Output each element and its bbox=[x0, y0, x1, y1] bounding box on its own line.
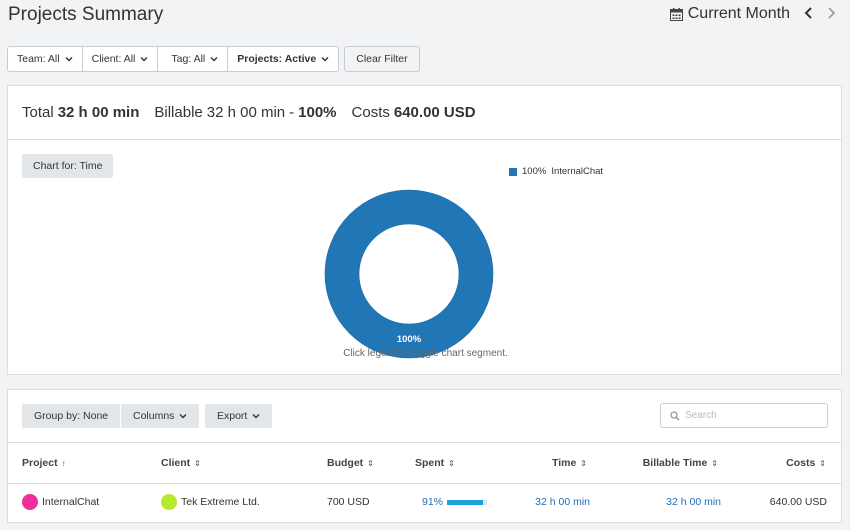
client-name: Tek Extreme Ltd. bbox=[181, 496, 260, 508]
column-header-time[interactable]: Time ⇕ bbox=[552, 457, 587, 469]
chart-for-button[interactable]: Chart for: Time bbox=[22, 154, 114, 178]
filter-bar: Team: All Client: All Tag: All Projects:… bbox=[7, 46, 420, 72]
chevron-down-icon bbox=[140, 57, 148, 62]
spent-progress-bar bbox=[447, 499, 488, 505]
chevron-down-icon bbox=[179, 414, 187, 419]
column-header-client-label: Client bbox=[161, 457, 191, 469]
projects-filter-label: Projects: Active bbox=[237, 53, 317, 65]
tag-filter-label: Tag: All bbox=[171, 53, 206, 65]
costs-cell: 640.00 USD bbox=[769, 496, 827, 508]
legend-label: InternalChat bbox=[551, 166, 604, 177]
spent-percent[interactable]: 91% bbox=[422, 496, 444, 508]
calendar-icon[interactable] bbox=[669, 7, 683, 21]
group-by-label: Group by: None bbox=[34, 410, 109, 422]
client-filter-label: Client: All bbox=[91, 53, 136, 65]
legend-percent: 100% bbox=[522, 166, 547, 177]
tag-filter[interactable]: Tag: All bbox=[158, 47, 229, 71]
billable-percent: 100% bbox=[298, 104, 337, 121]
sort-icon: ⇕ bbox=[819, 458, 826, 468]
costs-value: 640.00 USD bbox=[393, 104, 476, 121]
sort-asc-icon: ↑ bbox=[61, 458, 66, 468]
legend-swatch bbox=[509, 167, 517, 176]
slice-label-internalchat: 100% bbox=[397, 334, 422, 345]
chevron-down-icon bbox=[252, 414, 260, 419]
summary-card: Total 32 h 00 min Billable 32 h 00 min -… bbox=[7, 85, 842, 375]
chevron-left-icon[interactable] bbox=[804, 6, 813, 23]
column-header-budget-label: Budget bbox=[327, 457, 364, 469]
billable-value: 32 h 00 min bbox=[206, 104, 286, 121]
column-header-costs[interactable]: Costs ⇕ bbox=[786, 457, 826, 469]
totals-bar: Total 32 h 00 min Billable 32 h 00 min -… bbox=[8, 86, 841, 140]
table-toolbar: Group by: None Columns Export bbox=[8, 390, 841, 443]
project-name[interactable]: InternalChat bbox=[42, 496, 100, 508]
sort-icon: ⇕ bbox=[194, 458, 201, 468]
chevron-down-icon bbox=[321, 57, 329, 62]
budget-cell: 700 USD bbox=[327, 496, 370, 508]
column-header-billable-time-label: Billable Time bbox=[642, 457, 708, 469]
total-value: 32 h 00 min bbox=[57, 104, 140, 121]
chevron-down-icon bbox=[65, 57, 73, 62]
clear-filter-button[interactable]: Clear Filter bbox=[344, 46, 420, 72]
costs-label: Costs bbox=[351, 104, 390, 121]
columns-label: Columns bbox=[133, 410, 175, 422]
projects-table-card: Group by: None Columns Export Project↑ C… bbox=[7, 389, 842, 523]
time-cell[interactable]: 32 h 00 min bbox=[535, 496, 590, 508]
column-header-billable-time[interactable]: Billable Time ⇕ bbox=[643, 457, 718, 469]
billable-separator: - bbox=[289, 104, 295, 121]
columns-button[interactable]: Columns bbox=[121, 404, 200, 428]
projects-filter[interactable]: Projects: Active bbox=[228, 47, 338, 71]
group-by-button[interactable]: Group by: None bbox=[22, 404, 121, 428]
period-label[interactable]: Current Month bbox=[687, 5, 790, 22]
project-cell: InternalChat bbox=[22, 494, 99, 510]
total-label: Total bbox=[22, 104, 54, 121]
client-filter[interactable]: Client: All bbox=[83, 47, 159, 71]
column-header-client[interactable]: Client ⇕ bbox=[161, 457, 201, 469]
column-header-budget[interactable]: Budget ⇕ bbox=[327, 457, 374, 469]
sort-icon: ⇕ bbox=[367, 458, 374, 468]
column-header-project[interactable]: Project ↑ bbox=[22, 457, 66, 469]
search-icon bbox=[670, 410, 680, 421]
legend-item-internalchat[interactable]: 100% InternalChat bbox=[509, 166, 603, 177]
spent-cell: 91% bbox=[422, 496, 488, 508]
sort-icon: ⇕ bbox=[711, 458, 718, 468]
page-title: Projects Summary bbox=[8, 4, 164, 25]
sort-icon: ⇕ bbox=[580, 458, 587, 468]
team-filter[interactable]: Team: All bbox=[8, 47, 83, 71]
export-button[interactable]: Export bbox=[205, 404, 273, 428]
search-input[interactable] bbox=[685, 410, 815, 421]
donut-chart[interactable]: 100% bbox=[323, 188, 495, 360]
table-row[interactable]: InternalChat Tek Extreme Ltd. 700 USD 91… bbox=[8, 484, 841, 522]
team-filter-label: Team: All bbox=[17, 53, 60, 65]
sort-icon: ⇕ bbox=[448, 458, 455, 468]
spent-progress-fill bbox=[447, 499, 484, 505]
donut-slice-internalchat[interactable] bbox=[324, 189, 494, 359]
column-header-time-label: Time bbox=[551, 457, 577, 469]
column-header-spent[interactable]: Spent ⇕ bbox=[415, 457, 455, 469]
search-box[interactable] bbox=[660, 403, 828, 428]
export-label: Export bbox=[217, 410, 248, 422]
billable-time-cell[interactable]: 32 h 00 min bbox=[666, 496, 721, 508]
chevron-right-icon[interactable] bbox=[827, 6, 836, 23]
chevron-down-icon bbox=[210, 57, 218, 62]
chart-hint: Click legend to toggle chart segment. bbox=[343, 348, 508, 359]
billable-label: Billable bbox=[154, 104, 203, 121]
client-color-dot bbox=[161, 494, 177, 510]
period-selector: Current Month bbox=[669, 5, 836, 23]
client-cell: Tek Extreme Ltd. bbox=[161, 494, 260, 510]
table-header: Project ↑ Client ⇕ Budget ⇕ Spent ⇕ Time ⇕ Bi… bbox=[8, 443, 841, 484]
project-color-dot bbox=[22, 494, 38, 510]
filter-group: Team: All Client: All Tag: All Projects:… bbox=[7, 46, 340, 72]
column-header-costs-label: Costs bbox=[786, 457, 816, 469]
column-header-spent-label: Spent bbox=[415, 457, 445, 469]
column-header-project-label: Project bbox=[22, 457, 58, 469]
